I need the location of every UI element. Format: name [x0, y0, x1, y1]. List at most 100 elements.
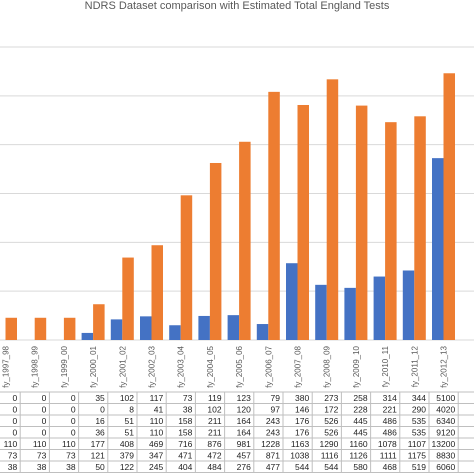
x-tick-label: fy_2001_02: [118, 345, 127, 387]
table-cell: 110: [150, 428, 164, 438]
table-cell: 51: [125, 416, 135, 426]
bar-series1-fy_2005_06: [227, 315, 240, 340]
table-cell: 158: [178, 416, 192, 426]
table-cell: 471: [178, 451, 192, 461]
bar-series1-fy_2008_09: [315, 284, 327, 340]
bar-series1-fy_2010_11: [373, 276, 386, 340]
table-cell: 6060: [436, 462, 455, 472]
table-cell: 50: [95, 462, 105, 472]
bar-series2-fy_2005_06: [239, 141, 251, 340]
table-cell: 16: [95, 416, 105, 426]
x-tick-label: fy_2006_07: [264, 345, 273, 387]
table-cell: 79: [271, 393, 281, 403]
table-cell: 123: [237, 393, 251, 403]
table-cell: 0: [12, 405, 17, 415]
table-cell: 9120: [436, 428, 455, 438]
table-cell: 8830: [436, 451, 455, 461]
table-cell: 110: [33, 439, 47, 449]
bar-series1-fy_2001_02: [110, 319, 123, 340]
table-cell: 445: [353, 416, 367, 426]
table-cell: 211: [208, 416, 222, 426]
x-tick-label: fy_1998_99: [31, 345, 40, 387]
table-cell: 1038: [290, 451, 309, 461]
table-cell: 176: [295, 416, 309, 426]
table-cell: 1078: [378, 439, 397, 449]
table-cell: 526: [324, 416, 338, 426]
x-tick-label: fy_1999_00: [60, 345, 69, 387]
table-cell: 408: [120, 439, 134, 449]
x-tick-label: fy_1997_98: [2, 345, 11, 387]
x-tick-label: fy_2010_11: [381, 345, 390, 387]
table-cell: 0: [71, 416, 76, 426]
table-cell: 176: [295, 428, 309, 438]
table-cell: 158: [178, 428, 192, 438]
table-cell: 0: [12, 393, 17, 403]
table-cell: 243: [266, 416, 280, 426]
bar-series2-fy_2006_07: [268, 91, 280, 340]
table-cell: 102: [120, 393, 134, 403]
table-cell: 177: [91, 439, 105, 449]
table-cell: 1175: [408, 451, 427, 461]
x-tick-label: fy_2011_12: [410, 345, 419, 387]
bar-series2-fy_2002_03: [151, 245, 163, 340]
table-cell: 97: [271, 405, 281, 415]
table-cell: 273: [324, 393, 338, 403]
table-cell: 211: [208, 428, 222, 438]
bar-series1-fy_2002_03: [140, 316, 152, 340]
table-cell: 41: [154, 405, 164, 415]
x-tick-label: fy_2008_09: [323, 345, 332, 387]
table-cell: 121: [91, 451, 105, 461]
table-cell: 110: [62, 439, 76, 449]
table-cell: 544: [295, 462, 309, 472]
bar-series1-fy_2004_05: [198, 315, 210, 340]
table-cell: 13200: [432, 439, 456, 449]
table-cell: 1290: [319, 439, 338, 449]
table-cell: 347: [149, 451, 163, 461]
x-tick-label: fy_2004_05: [206, 345, 215, 387]
table-cell: 0: [42, 416, 47, 426]
table-cell: 1228: [261, 439, 280, 449]
bar-series1-fy_2012_13: [432, 158, 444, 340]
table-cell: 0: [71, 405, 76, 415]
bar-series2-fy_2007_08: [297, 104, 309, 340]
table-cell: 36: [95, 428, 105, 438]
table-cell: 477: [266, 462, 280, 472]
table-cell: 0: [12, 416, 17, 426]
table-cell: 164: [237, 416, 251, 426]
table-cell: 535: [412, 428, 426, 438]
table-cell: 122: [120, 462, 134, 472]
bar-series2-fy_2000_01: [93, 304, 105, 340]
table-cell: 472: [207, 451, 221, 461]
table-cell: 73: [8, 451, 18, 461]
bar-series2-fy_2009_10: [355, 105, 368, 340]
table-cell: 486: [383, 428, 397, 438]
table-cell: 580: [353, 462, 367, 472]
table-cell: 0: [12, 428, 17, 438]
table-cell: 344: [412, 393, 426, 403]
table-cell: 221: [383, 405, 397, 415]
table-cell: 0: [100, 405, 105, 415]
x-tick-label: fy_2009_10: [352, 345, 361, 387]
table-cell: 314: [383, 393, 397, 403]
table-cell: 0: [42, 428, 47, 438]
table-cell: 8: [129, 405, 134, 415]
table-cell: 486: [383, 416, 397, 426]
bar-series2-fy_1997_98: [5, 317, 17, 340]
bar-series2-fy_2004_05: [209, 162, 222, 340]
x-tick-label: fy_2002_03: [148, 345, 157, 387]
x-tick-label: fy_2000_01: [89, 345, 98, 387]
table-cell: 146: [295, 405, 309, 415]
bar-series2-fy_1999_00: [63, 317, 76, 340]
table-cell: 38: [183, 405, 193, 415]
table-cell: 981: [237, 439, 251, 449]
table-cell: 1126: [349, 451, 368, 461]
table-cell: 445: [353, 428, 367, 438]
table-cell: 716: [178, 439, 192, 449]
x-tick-label: fy_2007_08: [294, 345, 303, 387]
table-cell: 468: [383, 462, 397, 472]
table-cell: 38: [66, 462, 76, 472]
table-cell: 102: [207, 405, 221, 415]
table-cell: 6340: [436, 416, 455, 426]
table-cell: 276: [237, 462, 251, 472]
table-cell: 73: [183, 393, 193, 403]
